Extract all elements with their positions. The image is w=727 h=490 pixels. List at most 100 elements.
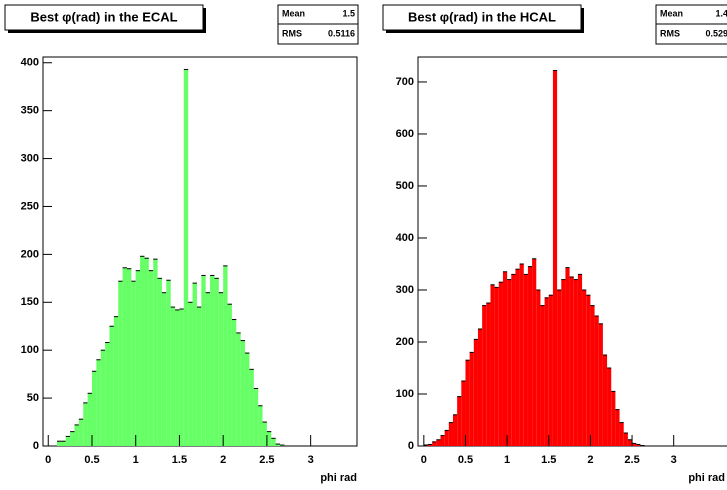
stat-label: RMS bbox=[660, 28, 680, 38]
bar bbox=[615, 409, 620, 446]
bar bbox=[436, 439, 441, 446]
bar bbox=[240, 340, 246, 446]
bar bbox=[245, 353, 250, 446]
y-tick-label: 200 bbox=[396, 336, 414, 348]
bar bbox=[427, 444, 433, 446]
bar bbox=[249, 369, 254, 446]
y-tick-label: 250 bbox=[21, 200, 39, 212]
bar bbox=[74, 424, 79, 446]
bar bbox=[253, 388, 259, 446]
bar bbox=[627, 439, 633, 446]
bar bbox=[183, 69, 189, 447]
x-tick-label: 3 bbox=[671, 454, 677, 466]
bar bbox=[482, 305, 487, 446]
y-tick-label: 200 bbox=[21, 248, 39, 260]
y-tick-label: 50 bbox=[27, 392, 39, 404]
bar bbox=[507, 279, 512, 446]
bar bbox=[494, 287, 499, 446]
bar bbox=[519, 263, 524, 446]
bar bbox=[594, 315, 599, 446]
bar bbox=[113, 316, 119, 446]
stat-label: RMS bbox=[282, 28, 302, 38]
bar bbox=[65, 436, 71, 446]
bar bbox=[602, 354, 608, 446]
title-box bbox=[4, 4, 204, 31]
bar bbox=[56, 441, 62, 446]
bar bbox=[223, 265, 228, 446]
x-tick-label: 2.5 bbox=[624, 454, 639, 466]
bar bbox=[607, 367, 612, 446]
stat-value: 1.48 bbox=[715, 8, 727, 18]
y-tick-label: 300 bbox=[21, 152, 39, 164]
x-tick-label: 0 bbox=[421, 454, 427, 466]
y-tick-label: 350 bbox=[21, 105, 39, 117]
bar bbox=[444, 430, 449, 446]
stat-value: 1.5 bbox=[342, 8, 355, 18]
bar bbox=[452, 414, 458, 446]
bar bbox=[548, 295, 553, 446]
bar bbox=[469, 352, 474, 446]
bar bbox=[623, 432, 628, 446]
bar bbox=[109, 326, 114, 446]
bar bbox=[275, 444, 281, 446]
bar bbox=[502, 271, 508, 446]
bar bbox=[573, 279, 578, 446]
x-tick-label: 1.5 bbox=[541, 454, 556, 466]
bar bbox=[440, 435, 445, 446]
bar bbox=[590, 305, 595, 446]
bar bbox=[205, 292, 211, 446]
x-tick-label: 0.5 bbox=[458, 454, 473, 466]
y-tick-label: 150 bbox=[21, 296, 39, 308]
bar bbox=[70, 431, 75, 446]
bar bbox=[140, 256, 145, 446]
bar bbox=[131, 281, 136, 446]
bar bbox=[192, 283, 197, 446]
bar bbox=[490, 284, 495, 446]
y-tick-label: 700 bbox=[396, 76, 414, 88]
bar bbox=[532, 258, 537, 446]
bar bbox=[83, 402, 88, 446]
bar bbox=[201, 275, 206, 446]
y-tick-label: 100 bbox=[21, 344, 39, 356]
bar bbox=[148, 270, 154, 446]
bar bbox=[511, 274, 516, 446]
bar bbox=[236, 332, 241, 446]
bar bbox=[91, 371, 97, 446]
bar bbox=[423, 444, 428, 446]
bar bbox=[569, 276, 574, 446]
bar bbox=[175, 309, 180, 446]
bar bbox=[461, 380, 466, 446]
bar bbox=[611, 391, 616, 446]
bar bbox=[87, 393, 92, 446]
x-axis-label: phi rad bbox=[688, 472, 725, 484]
bar bbox=[218, 292, 224, 446]
x-tick-label: 0.5 bbox=[84, 454, 99, 466]
x-tick-label: 1 bbox=[133, 454, 139, 466]
y-tick-label: 400 bbox=[21, 57, 39, 69]
bar bbox=[432, 441, 437, 446]
stat-value: 0.5116 bbox=[328, 28, 355, 38]
x-tick-label: 1.5 bbox=[172, 454, 187, 466]
bar bbox=[227, 304, 232, 446]
stat-value: 0.5296 bbox=[705, 28, 727, 38]
bar bbox=[170, 307, 176, 446]
bar bbox=[96, 359, 101, 446]
bar bbox=[214, 278, 219, 446]
y-tick-label: 300 bbox=[396, 284, 414, 296]
bar bbox=[536, 289, 541, 446]
bar bbox=[135, 270, 141, 446]
bar bbox=[61, 441, 66, 446]
bar bbox=[179, 308, 184, 446]
stat-label: Mean bbox=[660, 8, 683, 18]
bar bbox=[126, 268, 132, 446]
bar bbox=[636, 444, 641, 446]
bar bbox=[258, 405, 263, 446]
bar bbox=[100, 350, 106, 446]
bar bbox=[166, 280, 171, 446]
title-box bbox=[382, 4, 582, 31]
stat-label: Mean bbox=[282, 8, 305, 18]
bar bbox=[188, 302, 193, 446]
bar bbox=[457, 396, 462, 446]
bar bbox=[544, 297, 549, 446]
